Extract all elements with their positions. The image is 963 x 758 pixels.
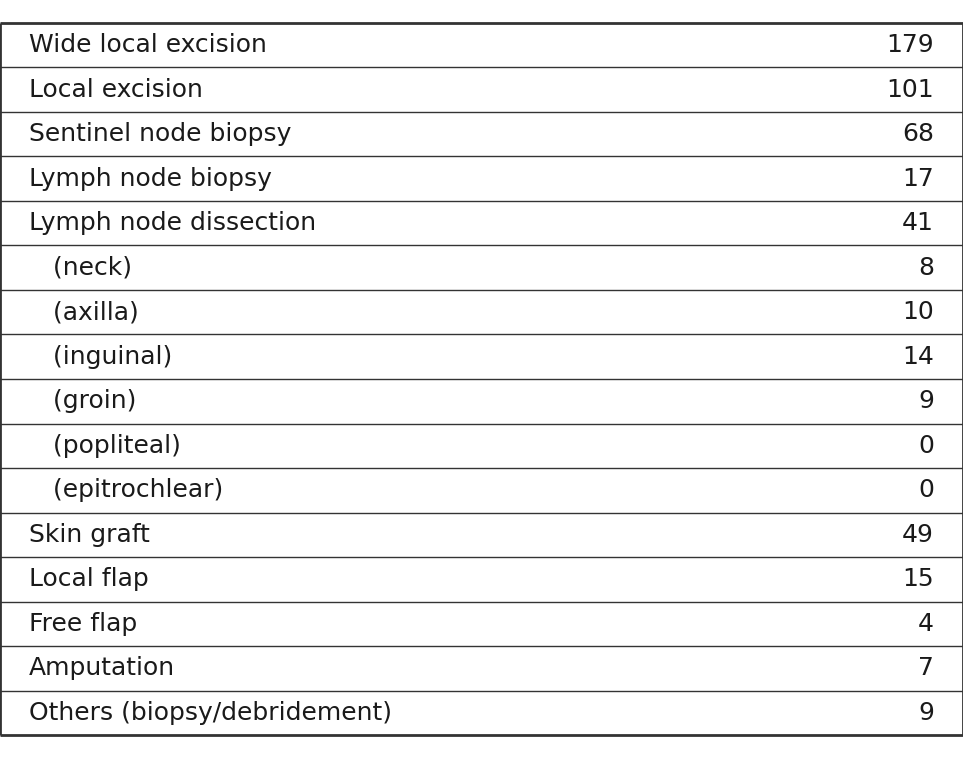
Text: (popliteal): (popliteal) — [29, 434, 181, 458]
Text: 17: 17 — [902, 167, 934, 190]
Text: (inguinal): (inguinal) — [29, 345, 172, 368]
Text: 41: 41 — [902, 211, 934, 235]
Text: Lymph node dissection: Lymph node dissection — [29, 211, 316, 235]
Text: Free flap: Free flap — [29, 612, 137, 636]
Text: 14: 14 — [902, 345, 934, 368]
Text: Lymph node biopsy: Lymph node biopsy — [29, 167, 272, 190]
Text: 10: 10 — [902, 300, 934, 324]
Text: (axilla): (axilla) — [29, 300, 139, 324]
Text: 9: 9 — [919, 390, 934, 413]
Text: Wide local excision: Wide local excision — [29, 33, 267, 57]
Text: 68: 68 — [902, 122, 934, 146]
Text: Amputation: Amputation — [29, 656, 175, 681]
Text: Skin graft: Skin graft — [29, 523, 150, 547]
Text: (groin): (groin) — [29, 390, 137, 413]
Text: 4: 4 — [918, 612, 934, 636]
Text: 9: 9 — [919, 701, 934, 725]
Text: Sentinel node biopsy: Sentinel node biopsy — [29, 122, 291, 146]
Text: 179: 179 — [887, 33, 934, 57]
Text: Local flap: Local flap — [29, 568, 148, 591]
Text: (neck): (neck) — [29, 255, 132, 280]
Text: (epitrochlear): (epitrochlear) — [29, 478, 223, 503]
Text: 15: 15 — [902, 568, 934, 591]
Text: 8: 8 — [918, 255, 934, 280]
Text: 0: 0 — [919, 478, 934, 503]
Text: 0: 0 — [919, 434, 934, 458]
Text: Local excision: Local excision — [29, 77, 203, 102]
Text: 101: 101 — [887, 77, 934, 102]
Text: 7: 7 — [919, 656, 934, 681]
Text: Others (biopsy/debridement): Others (biopsy/debridement) — [29, 701, 392, 725]
Text: 49: 49 — [902, 523, 934, 547]
